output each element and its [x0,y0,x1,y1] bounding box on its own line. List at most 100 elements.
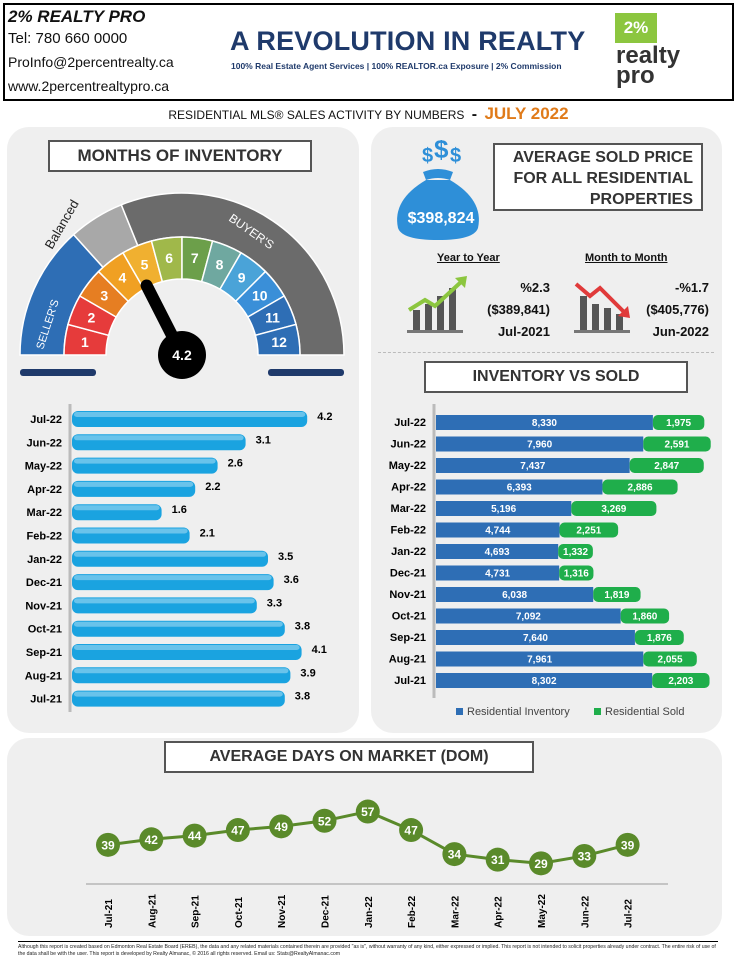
email[interactable]: ProInfo@2percentrealty.ca [8,54,174,70]
inventory-value-label: 8,330 [532,418,557,429]
moi-bar [72,667,291,684]
moi-value-label: 2.6 [228,458,243,470]
moi-bar [72,480,196,497]
company-name: 2% REALTY PRO [8,7,146,26]
website[interactable]: www.2percentrealtypro.ca [8,78,170,94]
legend-inventory-swatch [456,708,463,715]
sold-bar [558,544,593,559]
growth-chart-icon [407,276,467,333]
dom-category-label: Apr-22 [494,896,505,928]
moi-bar-highlight [74,412,306,417]
divider [378,352,714,353]
gauge-base-right [268,369,344,376]
dom-category-label: Jan-22 [364,896,375,928]
avg-price-title-line1: AVERAGE SOLD PRICE [512,149,693,166]
moi-category-label: Dec-21 [26,577,62,589]
svg-text:$: $ [434,140,449,164]
moi-value-label: 3.1 [256,434,271,446]
inv-category-label: Jan-22 [391,546,426,558]
moi-bar [72,574,274,591]
gauge-segment-number: 5 [141,256,149,272]
sold-bar [620,608,670,624]
inventory-value-label: 4,731 [485,569,510,580]
mom-stats: -%1.7 ($405,776) Jun-2022 [625,277,709,343]
inventory-value-label: 7,640 [523,633,548,644]
gauge-segment [254,323,301,356]
sold-value-label: 1,332 [563,547,588,558]
dom-point [139,827,164,852]
sold-value-label: 1,316 [564,569,589,580]
gauge-segment-number: 10 [252,287,268,303]
dom-category-label: Jul-21 [104,899,115,928]
inventory-bar [436,501,572,516]
gauge-segment-number: 9 [238,269,246,285]
gauge-segment-number: 11 [265,309,280,325]
yoy-period: Jul-2021 [497,324,550,339]
inventory-bar [436,458,630,473]
dom-value-label: 39 [101,838,115,852]
inventory-sold-chart: Jul-22 8,330 1,975 Jun-22 7,960 2,591 May-22 7,… [389,404,711,718]
dom-category-label: Oct-21 [234,896,245,928]
gauge-segment-number: 1 [81,334,89,350]
moi-category-label: Jun-22 [27,437,62,449]
dom-point [182,823,207,848]
inventory-value-label: 4,744 [485,526,510,537]
moi-category-label: May-22 [25,461,62,473]
avg-price-title-line3: PROPERTIES [589,191,693,208]
dom-value-label: 31 [491,853,505,867]
dom-value-label: 52 [318,814,332,828]
dom-line-chart: 39 Jul-21 42 Aug-21 44 Sep-21 47 Oct-21 49 Nov-21… [86,799,668,928]
moi-value-label: 3.8 [295,621,310,633]
inventory-bar [436,630,635,645]
inv-category-label: Jun-22 [391,439,426,451]
inv-category-label: Apr-22 [391,482,426,494]
yoy-stats: %2.3 ($389,841) Jul-2021 [470,277,550,343]
header-box [3,3,734,101]
moi-bar [72,527,190,544]
moi-category-label: Oct-21 [28,624,62,636]
subtitle-text: RESIDENTIAL MLS® SALES ACTIVITY BY NUMBE… [168,108,465,122]
inv-sold-title: INVENTORY VS SOLD [424,361,688,393]
dom-point [312,808,337,833]
inventory-bar [436,673,653,688]
dom-value-label: 44 [188,829,202,843]
dom-point [485,847,510,872]
inventory-value-label: 6,393 [507,483,532,494]
moi-value-label: 3.8 [295,691,310,703]
moi-category-label: Feb-22 [27,531,62,543]
moi-bar [72,504,162,521]
yoy-pct: %2.3 [520,280,550,295]
mom-prev: ($405,776) [646,302,709,317]
sold-value-label: 1,819 [604,590,629,601]
moi-value-label: 4.2 [317,411,332,423]
gauge-segment-number: 12 [271,334,287,350]
inv-category-label: Jul-21 [394,675,426,687]
moi-value-label: 3.3 [267,597,282,609]
inventory-value-label: 6,038 [502,590,527,601]
avg-price-value: $398,824 [407,210,475,227]
sold-value-label: 2,591 [664,440,689,451]
gauge-hub [158,331,206,379]
moi-bar [72,434,246,451]
mom-label: Month to Month [585,252,668,264]
inventory-bar [436,651,644,667]
gauge-base-left [20,369,96,376]
inventory-value-label: 7,960 [527,440,552,451]
moi-bar-highlight [74,668,289,674]
inv-category-label: Oct-21 [392,611,426,623]
inv-category-label: Aug-21 [389,654,426,666]
inventory-value-label: 5,196 [491,504,516,515]
dom-value-label: 39 [621,838,635,852]
svg-text:$: $ [422,145,433,167]
gauge-segment-number: 8 [216,256,224,272]
inv-category-label: May-22 [389,460,426,472]
sold-value-label: 2,251 [576,526,601,537]
sold-bar [559,565,594,581]
svg-text:$: $ [450,145,461,167]
dom-category-label: May-22 [537,894,548,928]
inventory-value-label: 8,302 [532,676,557,687]
dom-value-label: 42 [145,833,159,847]
moi-bar [72,644,302,660]
moi-category-label: Mar-22 [27,507,62,519]
